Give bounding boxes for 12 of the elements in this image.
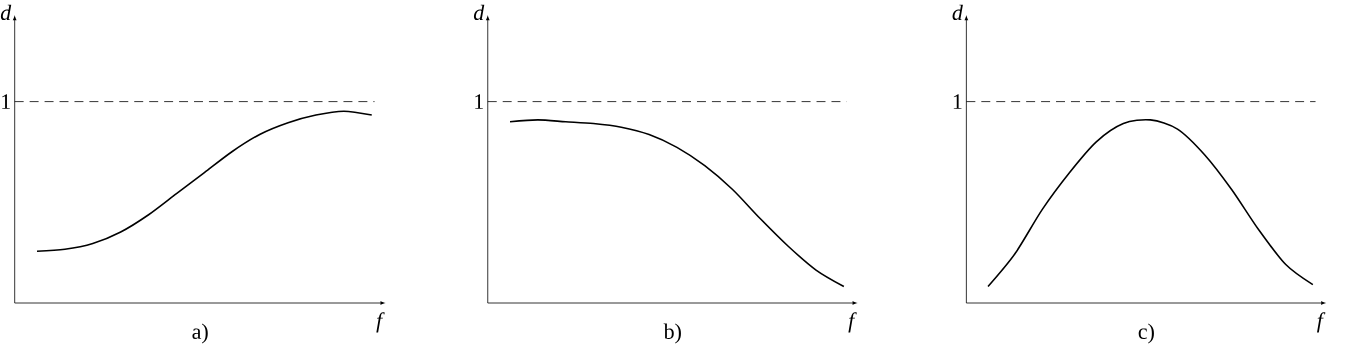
text: a)	[192, 323, 208, 344]
x-axis-title: f	[1317, 312, 1326, 333]
ref-line-label: 1	[475, 94, 483, 109]
y-axis-title: d	[0, 4, 12, 21]
text: c)	[1138, 323, 1154, 344]
x-axis-title: f	[848, 312, 857, 333]
y-axis-title: d	[473, 4, 485, 21]
y-axis-title: d	[952, 4, 963, 21]
ref-line-label: 1	[2, 94, 10, 109]
ref-line-label: 1	[953, 94, 962, 109]
x-axis-title: f	[376, 312, 385, 333]
text: b)	[663, 323, 681, 344]
